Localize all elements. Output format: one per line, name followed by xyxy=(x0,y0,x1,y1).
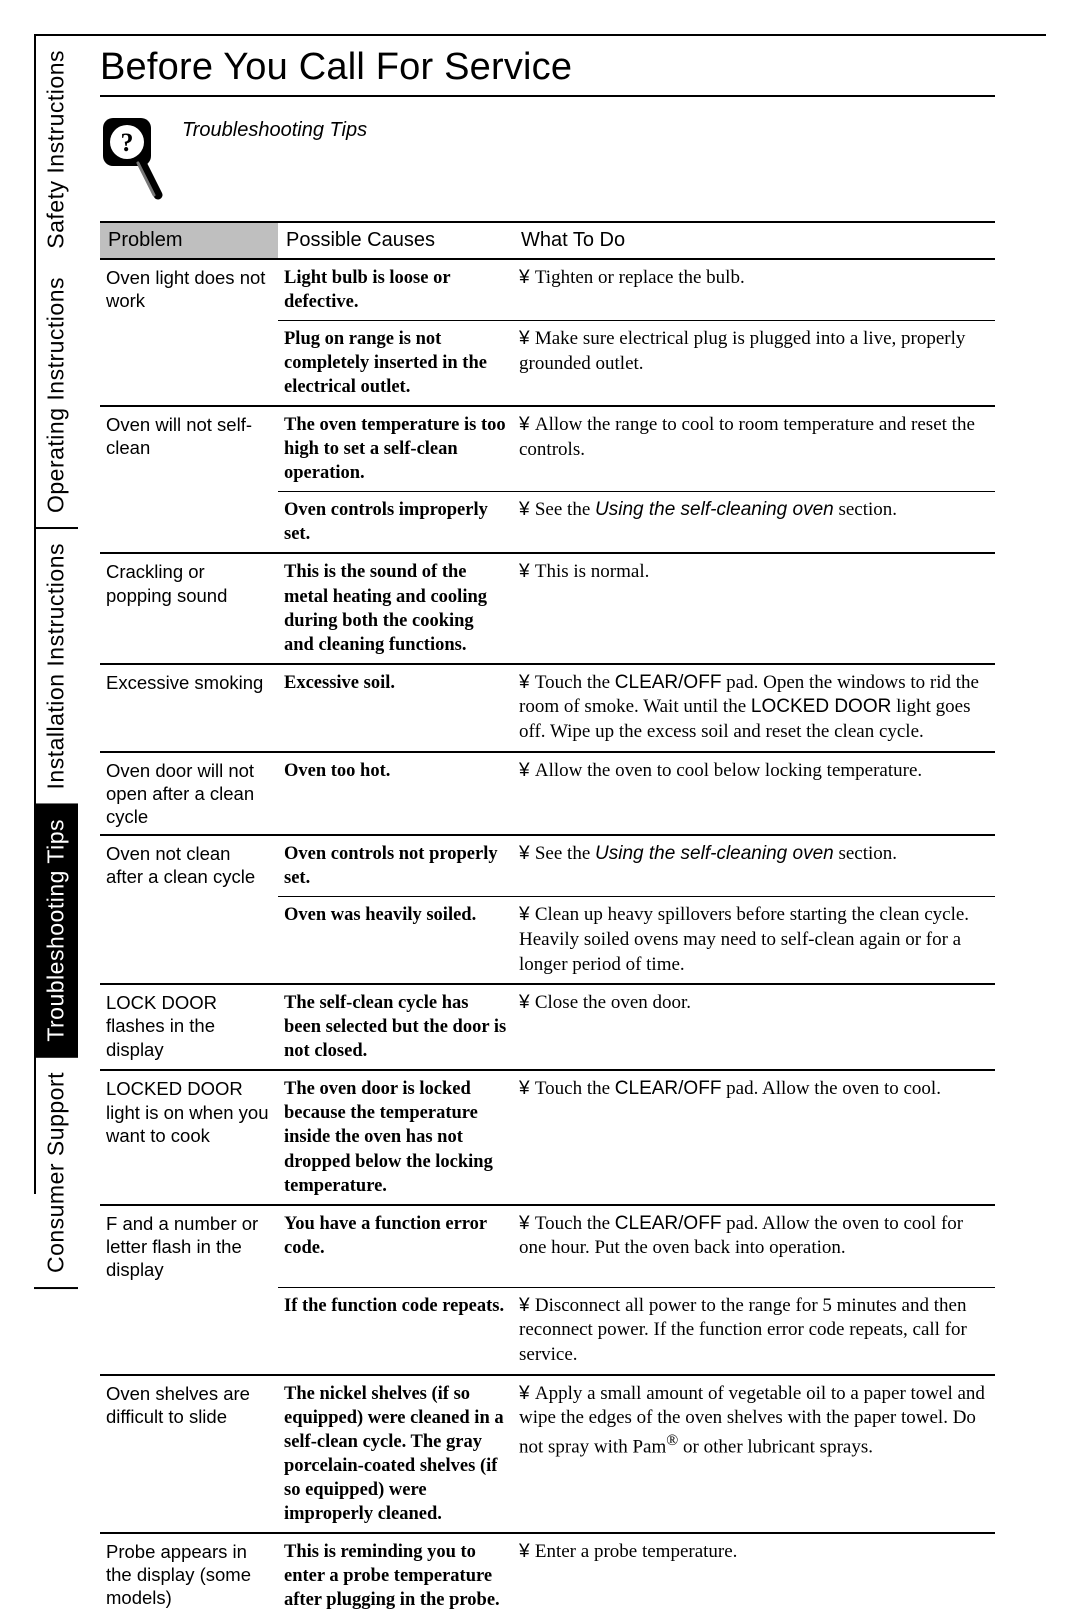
magnifying-glass-icon: ? xyxy=(100,115,164,205)
cell-what: Clean up heavy spillovers before startin… xyxy=(513,897,995,985)
cell-cause: The oven temperature is too high to set … xyxy=(278,406,513,492)
cell-what: Make sure electrical plug is plugged int… xyxy=(513,321,995,407)
table-body: Oven light does not workLight bulb is lo… xyxy=(100,259,995,1622)
cell-cause: Light bulb is loose or defective. xyxy=(278,259,513,321)
cell-what: Enter a probe temperature. xyxy=(513,1533,995,1622)
cell-problem: Oven not clean after a clean cycle xyxy=(100,835,278,897)
cell-cause: Oven controls not properly set. xyxy=(278,835,513,897)
subtitle: Troubleshooting Tips xyxy=(182,115,367,142)
cell-problem: Crackling or popping sound xyxy=(100,553,278,663)
cell-cause: The self-clean cycle has been selected b… xyxy=(278,984,513,1070)
table-row: If the function code repeats.Disconnect … xyxy=(100,1287,995,1375)
table-row: Plug on range is not completely inserted… xyxy=(100,321,995,407)
cell-what: Touch the CLEAR/OFF pad. Allow the oven … xyxy=(513,1070,995,1204)
cell-problem xyxy=(100,1287,278,1375)
cell-cause: The nickel shelves (if so equipped) were… xyxy=(278,1375,513,1533)
troubleshooting-table: Problem Possible Causes What To Do Oven … xyxy=(100,221,995,1622)
col-header-what: What To Do xyxy=(513,222,995,259)
table-row: Oven will not self-cleanThe oven tempera… xyxy=(100,406,995,492)
subtitle-row: ? Troubleshooting Tips xyxy=(100,115,1010,205)
svg-text:?: ? xyxy=(121,128,134,157)
cell-cause: This is the sound of the metal heating a… xyxy=(278,553,513,663)
table-row: Oven not clean after a clean cycleOven c… xyxy=(100,835,995,897)
cell-what: Allow the oven to cool below locking tem… xyxy=(513,752,995,835)
main-content: Before You Call For Service ? Troublesho… xyxy=(100,46,1010,1622)
cell-what: Disconnect all power to the range for 5 … xyxy=(513,1287,995,1375)
col-header-problem: Problem xyxy=(100,222,278,259)
cell-problem: LOCKED DOOR light is on when you want to… xyxy=(100,1070,278,1204)
cell-problem: F and a number or letter flash in the di… xyxy=(100,1205,278,1287)
table-row: LOCKED DOOR light is on when you want to… xyxy=(100,1070,995,1204)
cell-what: Touch the CLEAR/OFF pad. Allow the oven … xyxy=(513,1205,995,1287)
table-row: Crackling or popping soundThis is the so… xyxy=(100,553,995,663)
cell-problem: Probe appears in the display (some model… xyxy=(100,1533,278,1622)
cell-cause: Oven controls improperly set. xyxy=(278,492,513,554)
sidebar-tabs: Safety Instructions Operating Instructio… xyxy=(34,36,78,1194)
cell-cause: This is reminding you to enter a probe t… xyxy=(278,1533,513,1622)
cell-problem: LOCK DOOR flashes in the display xyxy=(100,984,278,1070)
cell-what: See the Using the self-cleaning oven sec… xyxy=(513,835,995,897)
table-row: Oven light does not workLight bulb is lo… xyxy=(100,259,995,321)
sidebar-item-operating[interactable]: Operating Instructions xyxy=(34,263,78,529)
sidebar-item-safety[interactable]: Safety Instructions xyxy=(34,36,78,263)
cell-cause: Oven too hot. xyxy=(278,752,513,835)
cell-problem: Oven will not self-clean xyxy=(100,406,278,492)
cell-problem: Oven light does not work xyxy=(100,259,278,321)
table-row: Oven door will not open after a clean cy… xyxy=(100,752,995,835)
table-row: F and a number or letter flash in the di… xyxy=(100,1205,995,1287)
cell-what: See the Using the self-cleaning oven sec… xyxy=(513,492,995,554)
table-row: Probe appears in the display (some model… xyxy=(100,1533,995,1622)
table-row: Oven was heavily soiled.Clean up heavy s… xyxy=(100,897,995,985)
cell-what: Tighten or replace the bulb. xyxy=(513,259,995,321)
cell-problem: Excessive smoking xyxy=(100,664,278,752)
cell-cause: The oven door is locked because the temp… xyxy=(278,1070,513,1204)
col-header-cause: Possible Causes xyxy=(278,222,513,259)
cell-problem: Oven shelves are difficult to slide xyxy=(100,1375,278,1533)
cell-what: Close the oven door. xyxy=(513,984,995,1070)
sidebar-item-consumer-support[interactable]: Consumer Support xyxy=(34,1058,78,1289)
sidebar-item-troubleshooting[interactable]: Troubleshooting Tips xyxy=(34,805,78,1058)
page-title: Before You Call For Service xyxy=(100,46,1010,89)
cell-what: This is normal. xyxy=(513,553,995,663)
cell-what: Touch the CLEAR/OFF pad. Open the window… xyxy=(513,664,995,752)
title-rule xyxy=(100,95,995,97)
cell-cause: If the function code repeats. xyxy=(278,1287,513,1375)
table-row: LOCK DOOR flashes in the displayThe self… xyxy=(100,984,995,1070)
cell-cause: Plug on range is not completely inserted… xyxy=(278,321,513,407)
cell-cause: Oven was heavily soiled. xyxy=(278,897,513,985)
cell-problem xyxy=(100,492,278,554)
cell-cause: You have a function error code. xyxy=(278,1205,513,1287)
cell-problem: Oven door will not open after a clean cy… xyxy=(100,752,278,835)
table-row: Oven shelves are difficult to slideThe n… xyxy=(100,1375,995,1533)
sidebar-item-installation[interactable]: Installation Instructions xyxy=(34,529,78,805)
cell-cause: Excessive soil. xyxy=(278,664,513,752)
table-row: Oven controls improperly set.See the Usi… xyxy=(100,492,995,554)
table-header-row: Problem Possible Causes What To Do xyxy=(100,222,995,259)
table-row: Excessive smokingExcessive soil.Touch th… xyxy=(100,664,995,752)
cell-problem xyxy=(100,897,278,985)
cell-what: Apply a small amount of vegetable oil to… xyxy=(513,1375,995,1533)
cell-what: Allow the range to cool to room temperat… xyxy=(513,406,995,492)
cell-problem xyxy=(100,321,278,407)
